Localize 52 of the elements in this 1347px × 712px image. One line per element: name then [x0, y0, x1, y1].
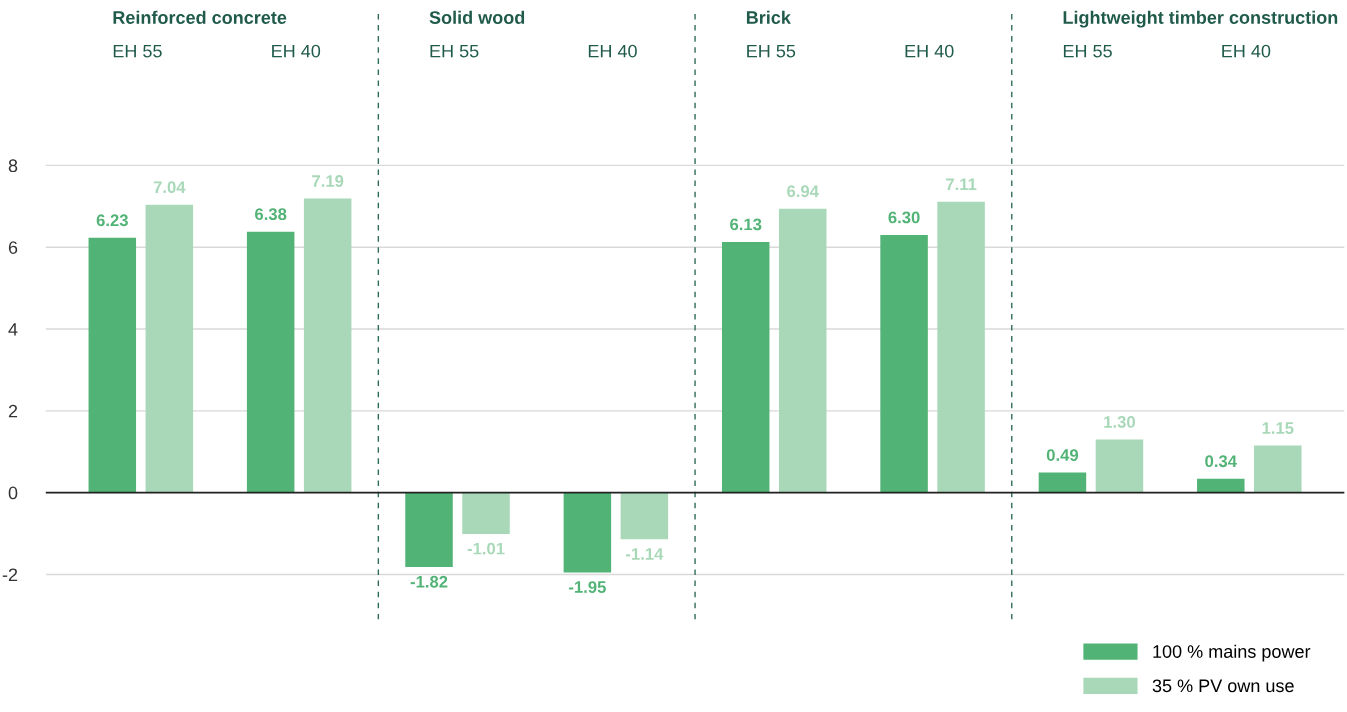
data-label: 7.11 [946, 178, 977, 191]
annotation: Solid wood [429, 10, 525, 24]
data-label: 7.04 [153, 181, 186, 194]
data-label: -1.01 [467, 542, 505, 555]
y-tick-label: 2 [8, 404, 18, 418]
data-label: 0.49 [1046, 449, 1079, 461]
x-tick-label: EH 55 [1063, 44, 1112, 58]
bar [1254, 445, 1302, 493]
data-label: -1.95 [569, 581, 606, 593]
bar [880, 234, 928, 493]
x-tick-label: EH 55 [747, 44, 796, 58]
bar [462, 492, 510, 534]
data-label: 1.30 [1104, 416, 1135, 428]
bar [1197, 478, 1245, 493]
data-label: 6.38 [255, 208, 287, 221]
x-tick-label: EH 40 [1222, 44, 1271, 58]
data-label: -1.14 [626, 548, 664, 560]
x-tick-label: EH 55 [430, 44, 479, 58]
data-label: 6.13 [730, 218, 762, 231]
x-tick-label: EH 40 [588, 44, 637, 58]
bar [246, 231, 295, 493]
annotation: Reinforced concrete [113, 10, 287, 24]
y-tick-label: 6 [8, 241, 18, 254]
data-label: 6.30 [888, 211, 920, 224]
data-label: 7.19 [312, 175, 344, 187]
y-tick-label: -2 [2, 568, 18, 581]
x-tick-label: EH 55 [113, 44, 162, 58]
bar [303, 198, 352, 493]
bar [721, 241, 770, 493]
bar [620, 492, 669, 540]
bar [405, 492, 453, 568]
bar [563, 492, 612, 573]
bar [778, 208, 827, 493]
bar [88, 237, 137, 493]
legend-label: 35 % PV own use [1152, 679, 1294, 693]
annotation: Lightweight timber construction [1063, 10, 1338, 28]
bar [1095, 439, 1144, 493]
legend-label: 100 % mains power [1153, 644, 1311, 662]
bar [1038, 472, 1087, 493]
bar [145, 204, 194, 493]
data-label: 1.15 [1262, 422, 1294, 434]
bar [937, 201, 985, 493]
x-tick-label: EH 40 [272, 44, 321, 58]
x-tick-label: EH 40 [905, 44, 954, 58]
data-label: 6.94 [787, 185, 819, 198]
data-label: -1.82 [410, 575, 448, 588]
data-label: 6.23 [96, 214, 128, 227]
y-tick-label: 4 [8, 323, 18, 336]
y-tick-label: 8 [8, 159, 18, 173]
y-tick-label: 0 [8, 486, 18, 500]
data-label: 0.34 [1205, 455, 1237, 468]
annotation: Brick [746, 10, 791, 24]
